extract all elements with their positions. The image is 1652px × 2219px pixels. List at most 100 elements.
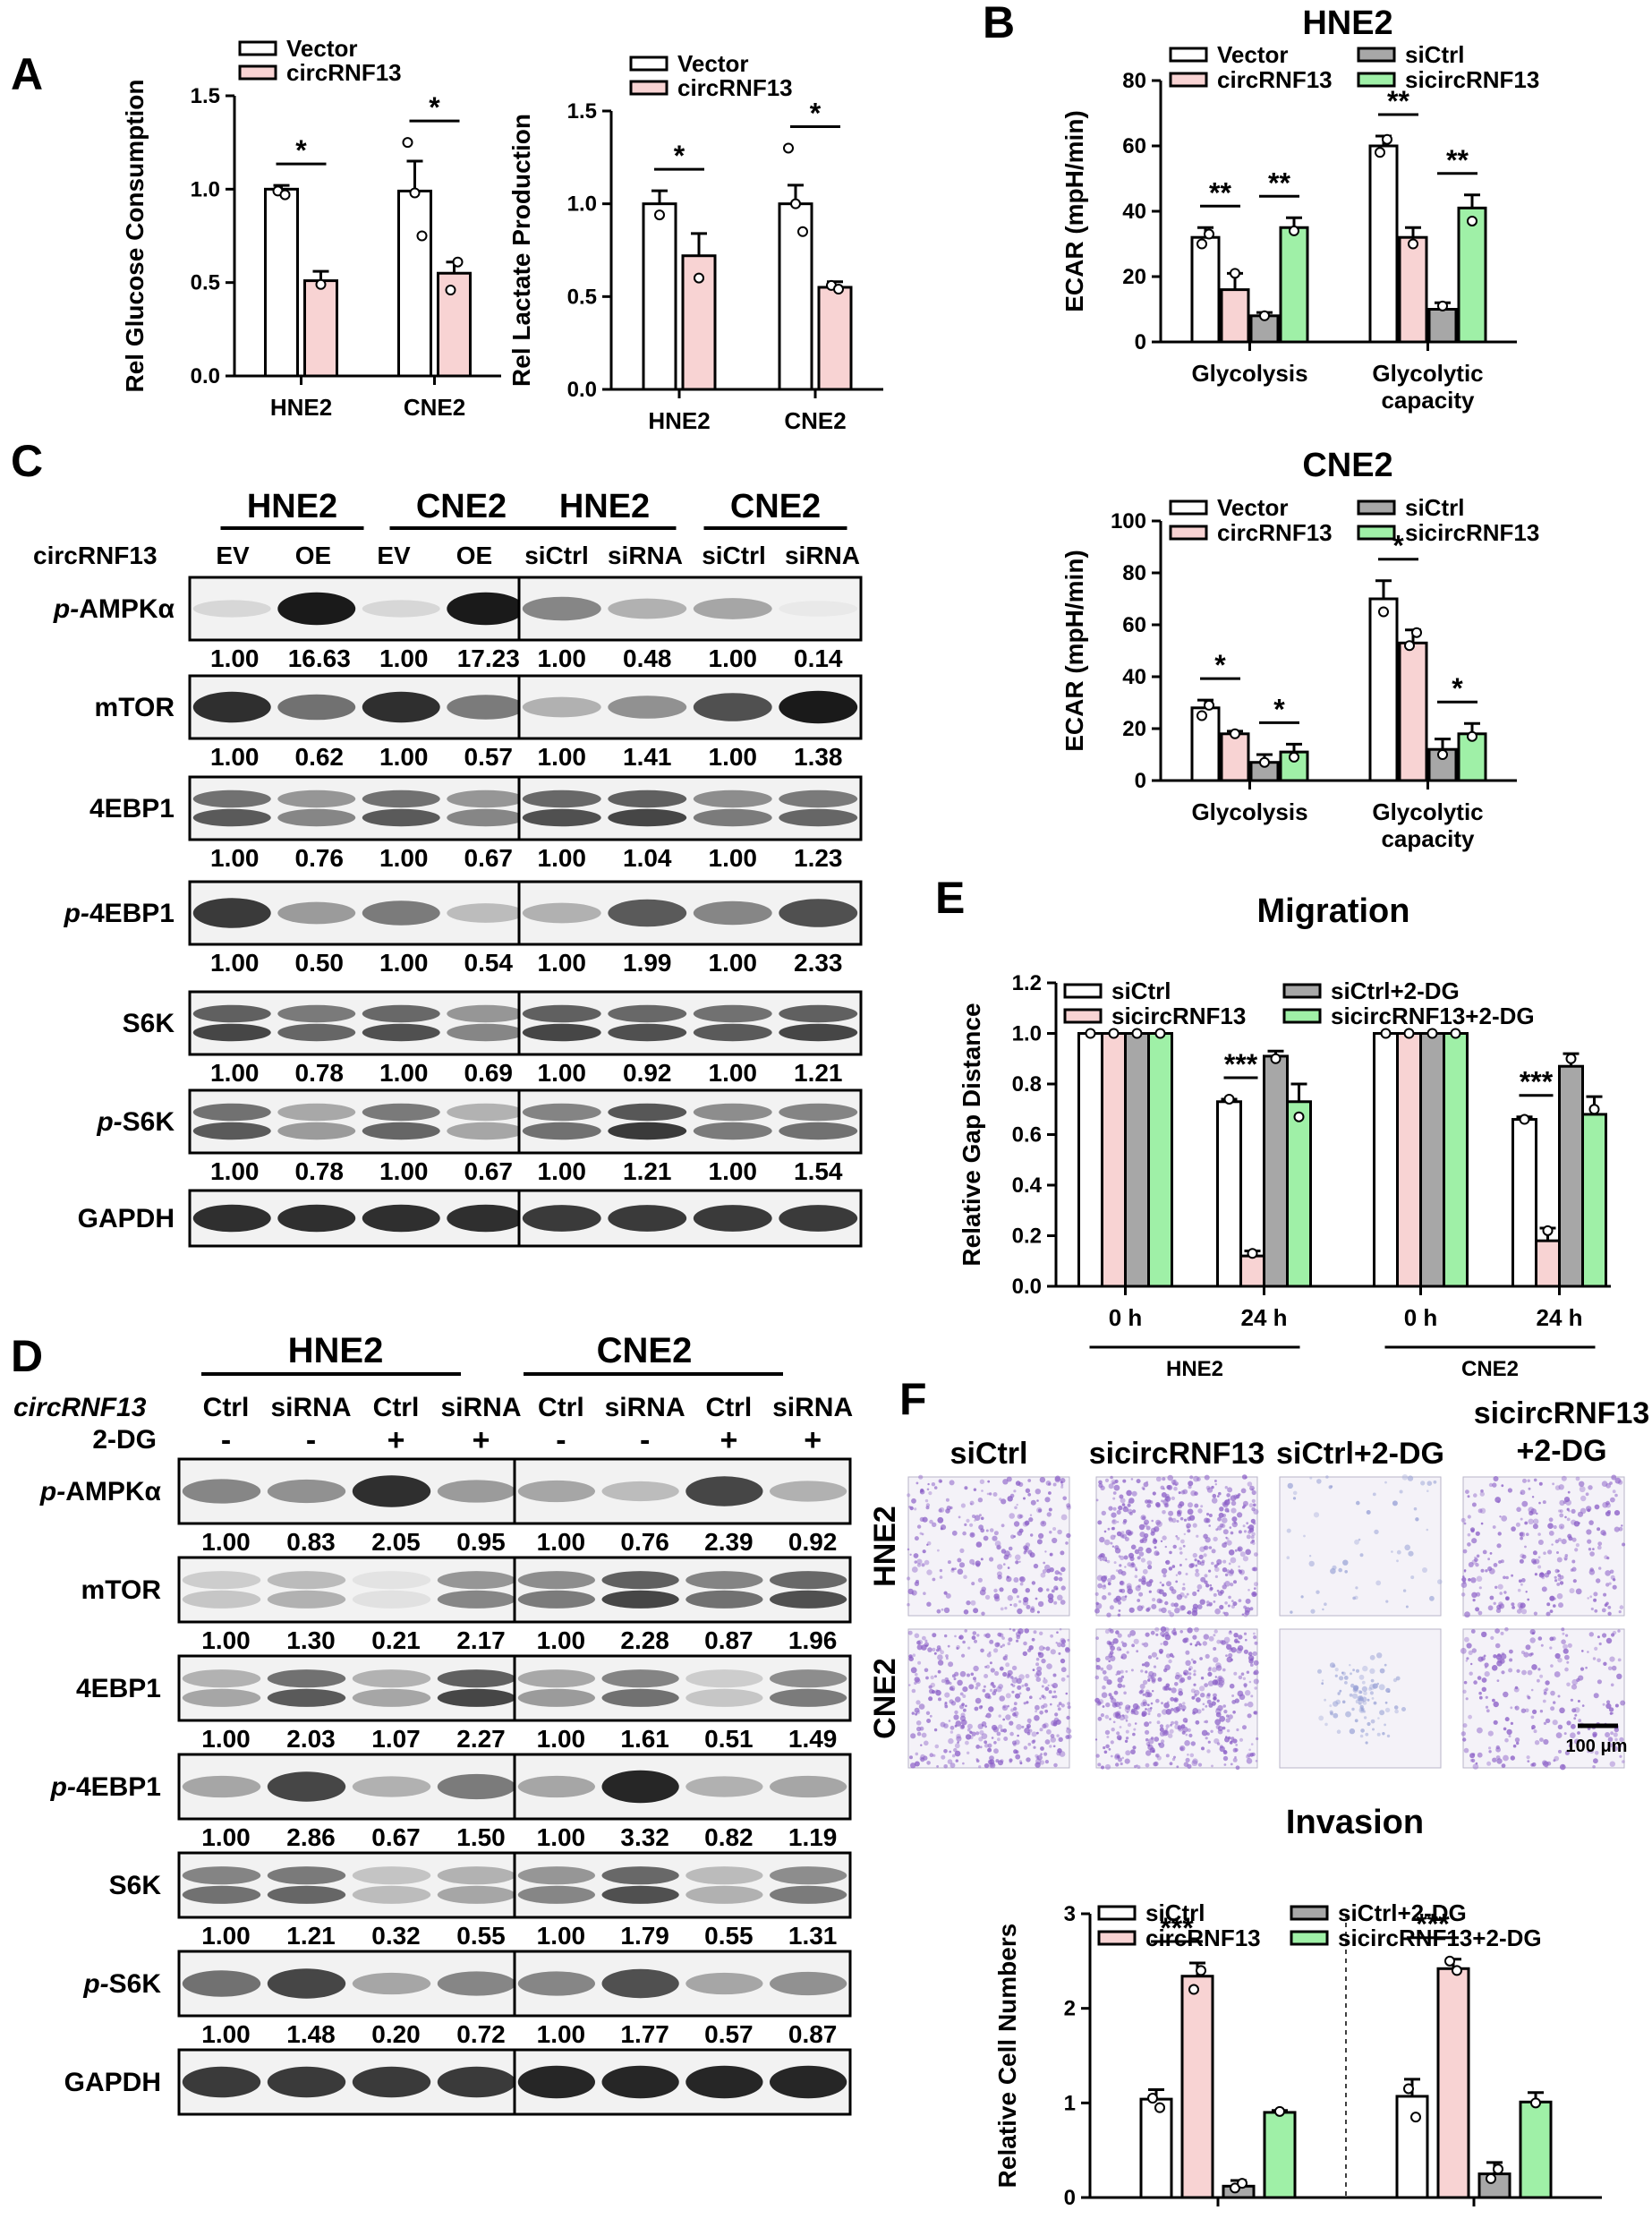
band [685,1590,763,1609]
legend-label: sicircRNF13+2-DG [1338,1925,1542,1951]
cell-dot [962,1694,967,1698]
cell-dot [1168,1517,1173,1523]
cell-dot [1426,1528,1429,1532]
cell-dot [1067,1638,1070,1642]
legend-swatch [1097,1905,1137,1921]
cell-dot [1004,1607,1008,1610]
cell-dot [1405,1605,1409,1609]
legend-label: Vector [1217,41,1289,68]
cell-dot [1125,1529,1132,1536]
cell-dot [998,1684,1003,1689]
cell-dot [1018,1528,1024,1533]
cell-dot [1116,1670,1121,1676]
cell-dot [1587,1539,1592,1544]
cell-dot [1520,1651,1525,1654]
cell-dot [1023,1641,1027,1646]
cell-dot [1196,1477,1201,1481]
dg-sign: + [720,1423,737,1457]
cell-dot [993,1648,999,1653]
cell-dot [965,1704,967,1708]
cell-dot [1102,1595,1107,1600]
cell-dot [1120,1588,1126,1593]
data-point [654,209,665,221]
cell-dot [1128,1501,1130,1504]
cell-dot [1470,1529,1475,1533]
cell-dot [1029,1695,1033,1699]
legend-swatch [1282,1008,1322,1024]
cell-dot [1045,1646,1051,1651]
cell-dot [1161,1739,1165,1744]
cell-dot [1038,1532,1044,1539]
cell-dot [1234,1755,1237,1759]
cell-dot [1065,1541,1069,1545]
cell-dot [1606,1700,1611,1704]
cell-dot [921,1732,927,1738]
cell-dot [1496,1604,1502,1610]
cell-dot [1572,1579,1577,1583]
blot-row-label: 4EBP1 [76,1674,161,1703]
cell-dot [945,1508,950,1514]
cell-dot [1399,1489,1403,1494]
cell-dot [1318,1715,1324,1721]
cell-dot [972,1515,975,1518]
cell-dot [975,1686,978,1690]
cell-dot [1384,1701,1388,1704]
band [182,2066,261,2098]
cell-dot [1571,1559,1576,1564]
cell-dot [1191,1695,1196,1700]
cell-dot [1155,1698,1160,1703]
cell-dot [990,1668,995,1673]
band [182,1590,261,1609]
cell-dot [1067,1734,1072,1739]
data-point [1196,238,1207,250]
cell-dot [992,1535,998,1541]
bar [1395,2095,1429,2199]
cell-dot [1547,1523,1554,1529]
cell-dot [1248,1680,1252,1684]
cell-dot [1489,1552,1493,1555]
cell-dot [1175,1574,1179,1576]
cell-dot [1194,1626,1199,1633]
quant-value: 1.07 [371,1725,421,1753]
legend-label: Vector [286,35,358,62]
cell-dot [1225,1718,1230,1723]
cell-dot [1173,1707,1179,1713]
band [437,1773,516,1800]
cell-dot [1341,1700,1346,1704]
cell-dot [1161,1607,1167,1614]
quant-value: 1.96 [788,1626,838,1654]
cell-dot [1366,1510,1371,1515]
quant-value: 1.00 [537,1528,586,1556]
data-point [1437,300,1448,312]
cell-dot [1019,1576,1026,1583]
cell-dot [1212,1667,1217,1673]
cell-dot [1372,1728,1375,1731]
cell-dot [1060,1677,1066,1682]
cell-dot [1007,1673,1011,1677]
cell-dot [1205,1737,1208,1740]
band [517,1480,595,1503]
cell-dot [1539,1737,1544,1742]
legend-swatch [629,80,668,96]
band [277,1204,356,1233]
cell-dot [930,1675,934,1680]
cell-dot [1426,1481,1433,1486]
x-tick-label: 0 h [1404,1304,1438,1331]
cell-dot [1410,1575,1415,1580]
cell-dot [1228,1549,1235,1556]
cell-dot [1104,1629,1110,1634]
cell-dot [1113,1561,1117,1565]
band [517,1669,595,1688]
cell-dot [1141,1663,1145,1667]
quant-value: 0.72 [456,2020,506,2048]
quant-value: 1.00 [210,1157,260,1185]
cell-dot [1205,1583,1210,1588]
cell-dot [1179,1592,1185,1598]
band [517,1590,595,1609]
cell-dot [1182,1702,1186,1705]
cell-dot [1543,1738,1549,1745]
cell-dot [1213,1536,1218,1542]
y-tick-label: 2 [1064,1997,1076,2021]
x-tick-label: capacity [1381,387,1475,414]
cell-dot [915,1700,921,1705]
